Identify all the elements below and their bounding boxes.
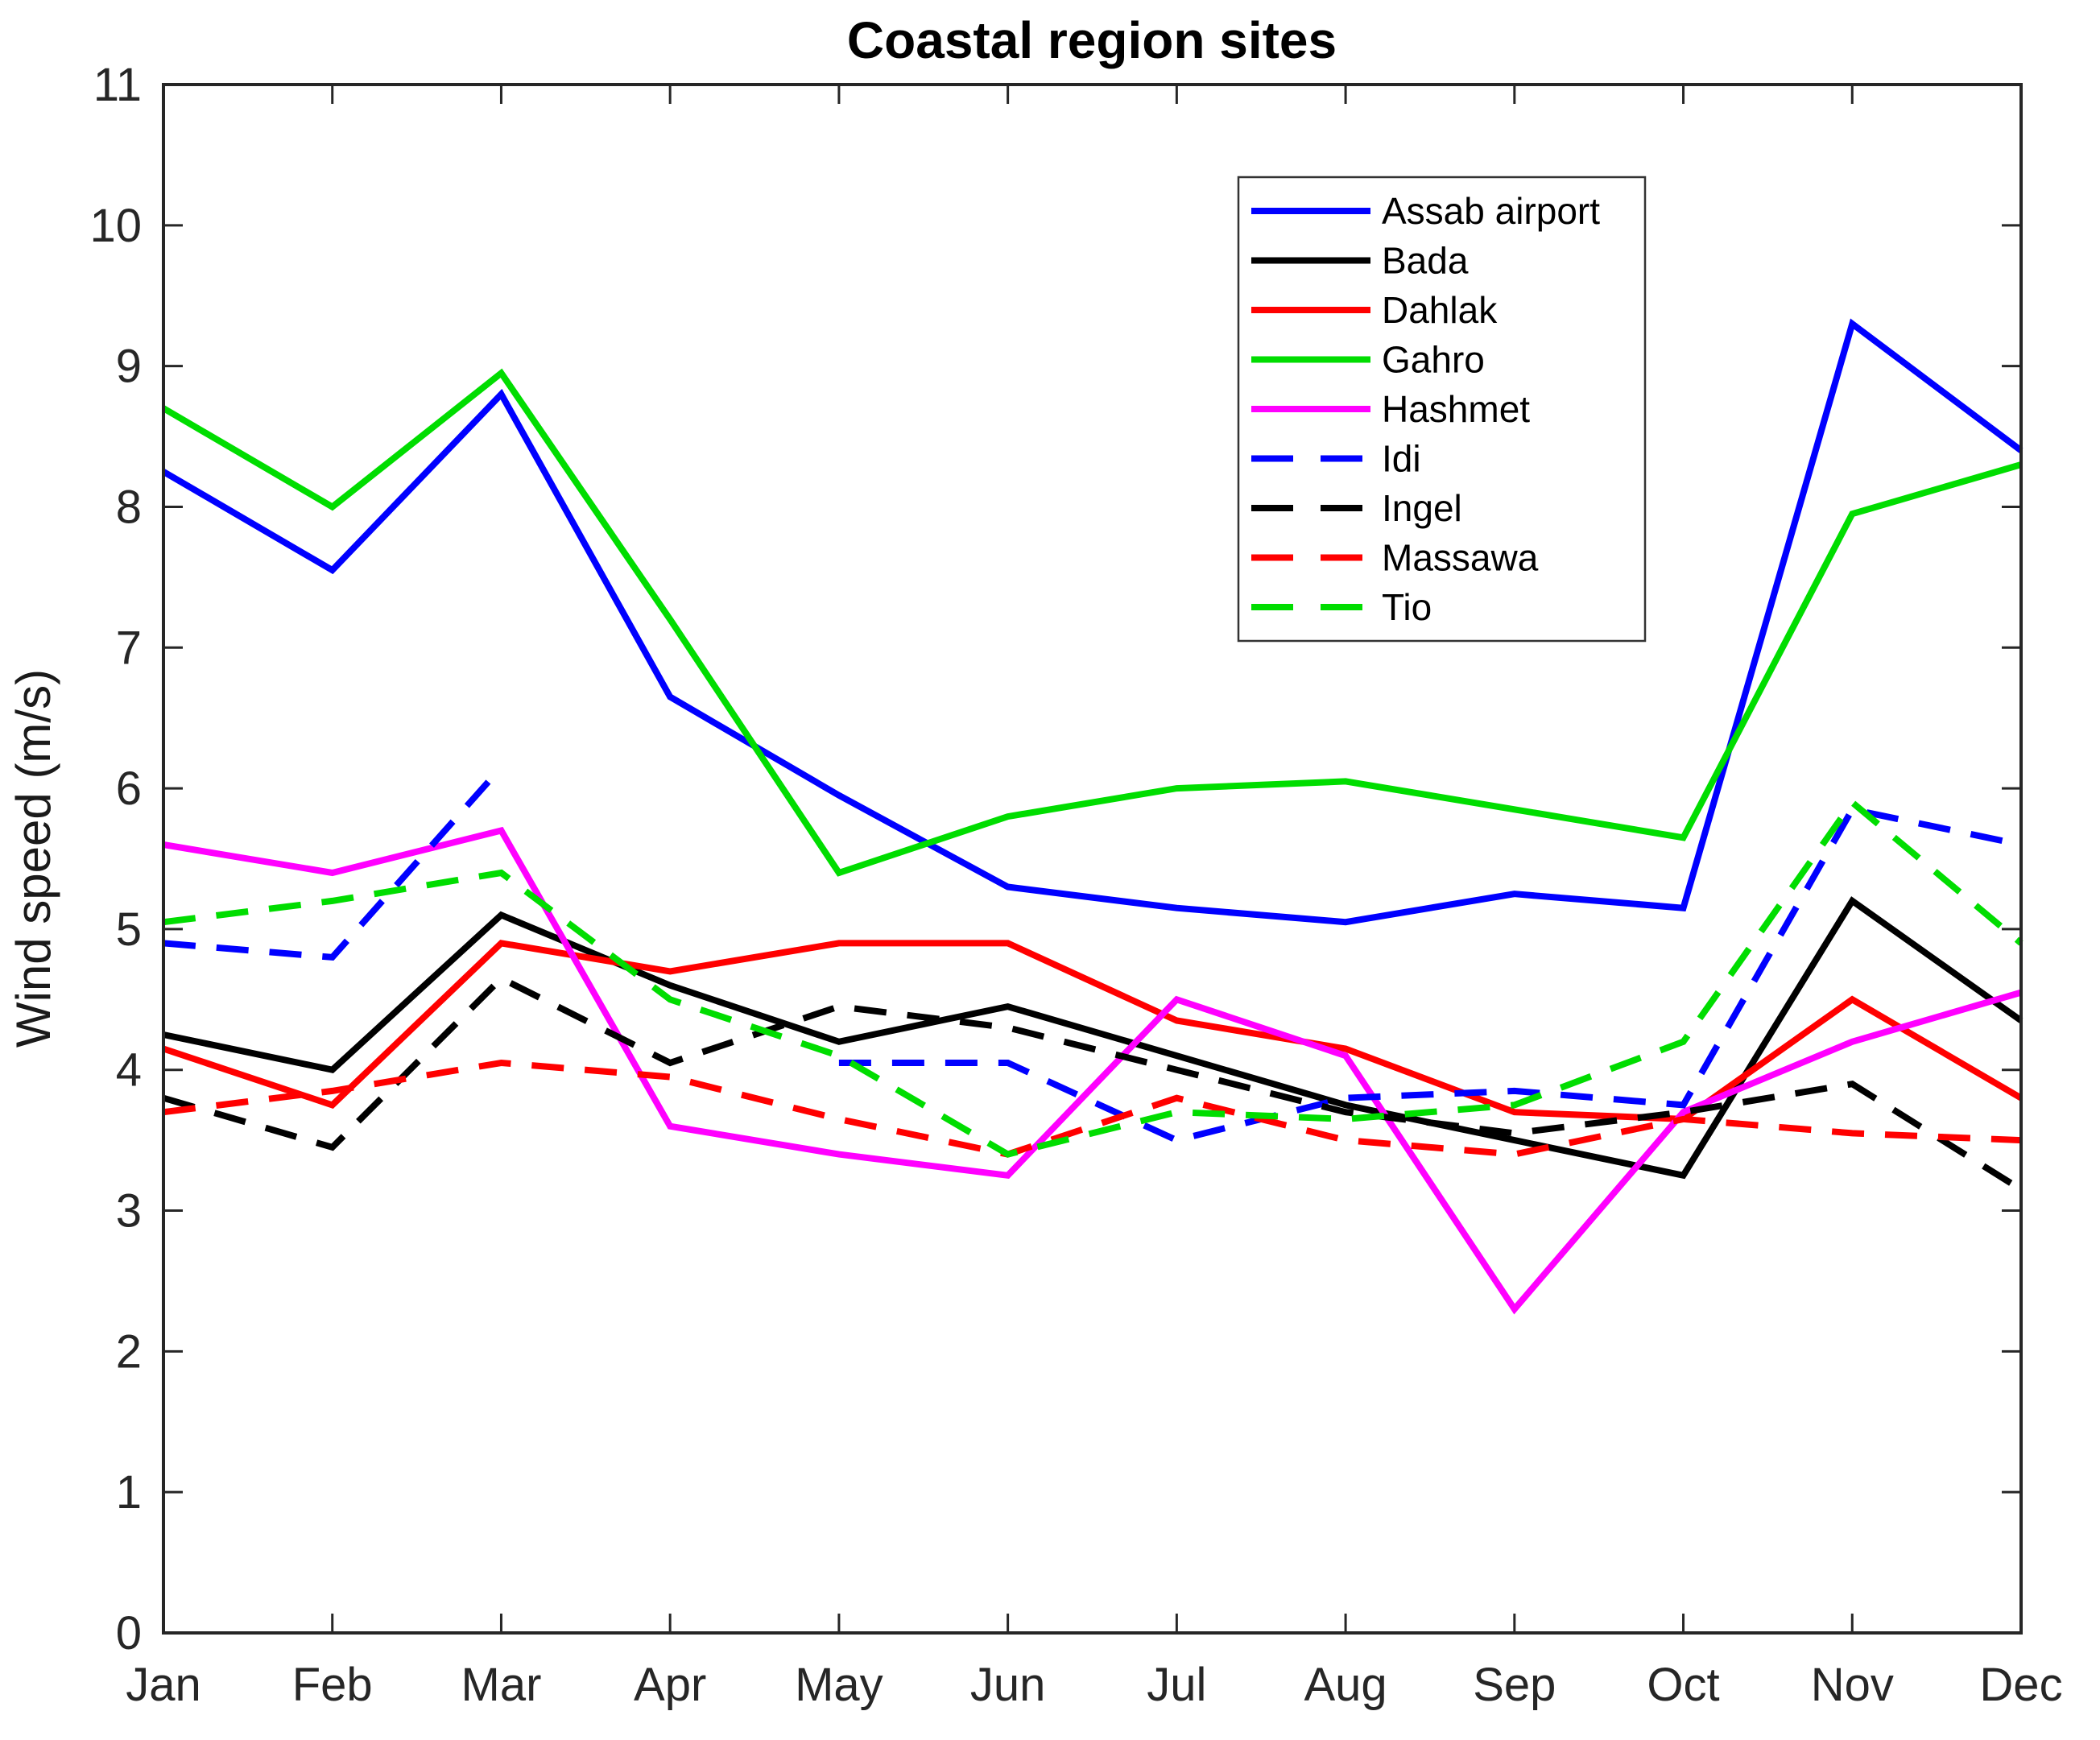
series-line-tio <box>163 797 2024 1158</box>
legend-label-gahro: Gahro <box>1382 339 1485 381</box>
chart-title: Coastal region sites <box>847 11 1337 69</box>
series-line-assab-airport <box>161 318 2024 926</box>
y-tick-label: 9 <box>116 341 142 393</box>
y-tick-label: 4 <box>116 1044 142 1097</box>
x-tick-label: Jan <box>126 1659 201 1711</box>
series-line-idi <box>163 765 2022 1144</box>
legend-label-assab-airport: Assab airport <box>1382 190 1600 232</box>
y-tick-label: 5 <box>116 903 142 956</box>
y-tick-label: 2 <box>116 1325 142 1378</box>
y-tick-label: 7 <box>116 622 142 674</box>
x-tick-label: Nov <box>1811 1659 1894 1711</box>
legend-label-bada: Bada <box>1382 240 1469 282</box>
y-ticks: 0 1 2 3 4 5 6 7 8 9 10 11 <box>89 59 2021 1659</box>
x-tick-label: Aug <box>1304 1659 1387 1711</box>
x-ticks: Jan Feb Mar Apr May Jun Jul Aug Sep Oct Nov Dec <box>126 85 2063 1711</box>
series-lines <box>161 318 2024 1315</box>
legend-label-massawa: Massawa <box>1382 537 1539 579</box>
x-tick-label: Dec <box>1979 1659 2062 1711</box>
legend: Assab airport Bada Dahlak Gahro Hashmet Idi In… <box>1237 176 1647 643</box>
legend-label-tio: Tio <box>1382 586 1432 628</box>
series-line-bada <box>163 896 2024 1180</box>
plot-frame <box>162 83 2023 1635</box>
legend-label-idi: Idi <box>1382 438 1421 480</box>
y-tick-label: 6 <box>116 763 142 815</box>
legend-label-ingel: Ingel <box>1382 487 1462 529</box>
x-tick-label: Mar <box>461 1659 542 1711</box>
y-tick-label: 3 <box>116 1185 142 1238</box>
y-tick-label: 0 <box>116 1607 142 1659</box>
legend-label-dahlak: Dahlak <box>1382 289 1498 331</box>
y-axis-label: Wind speed (m/s) <box>6 669 60 1048</box>
x-tick-label: Feb <box>292 1659 373 1711</box>
series-line-hashmet <box>163 826 2023 1315</box>
x-tick-label: Jul <box>1147 1659 1206 1711</box>
x-tick-label: May <box>795 1659 883 1711</box>
legend-label-hashmet: Hashmet <box>1382 388 1530 430</box>
y-tick-label: 11 <box>93 59 142 111</box>
x-tick-label: Apr <box>634 1659 706 1711</box>
x-tick-label: Oct <box>1647 1659 1719 1711</box>
x-tick-label: Sep <box>1473 1659 1556 1711</box>
y-tick-label: 8 <box>116 481 142 533</box>
y-tick-label: 10 <box>89 200 142 252</box>
x-tick-label: Jun <box>970 1659 1046 1711</box>
series-line-gahro <box>161 368 2023 877</box>
series-line-ingel <box>162 974 2024 1192</box>
y-tick-label: 1 <box>116 1466 142 1519</box>
